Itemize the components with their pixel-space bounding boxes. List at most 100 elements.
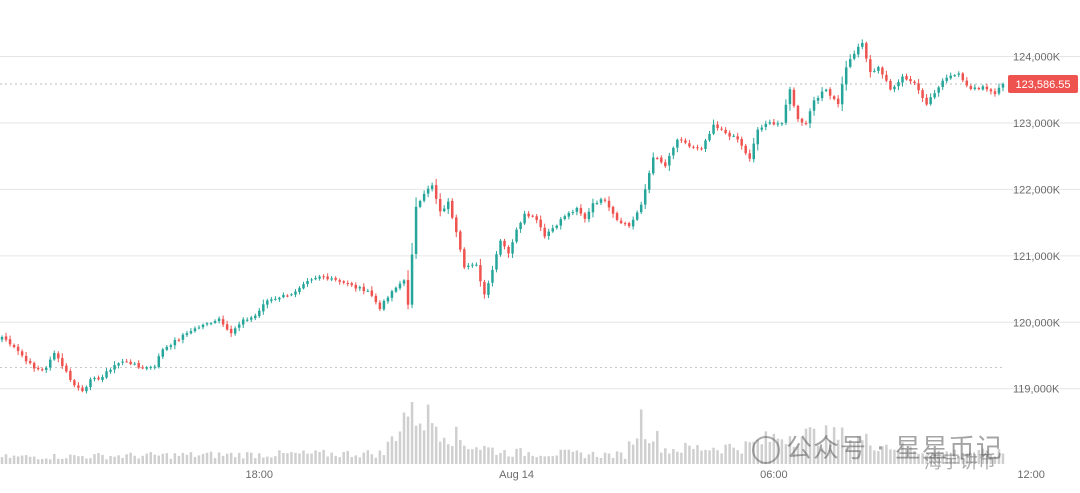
candle-body	[607, 200, 611, 208]
volume-bar	[848, 439, 852, 464]
candle-body	[366, 290, 370, 292]
candle-body	[575, 207, 579, 212]
candle-body	[724, 129, 727, 134]
candle-body	[543, 227, 546, 237]
volume-bar	[937, 450, 940, 464]
candle-body	[865, 43, 868, 59]
volume-bar	[909, 446, 912, 464]
candle-body	[390, 291, 394, 298]
volume-bar	[455, 426, 458, 464]
last-price-tag	[1008, 75, 1078, 94]
volume-bar	[603, 452, 607, 464]
candle-body	[704, 140, 707, 149]
volume-bar	[382, 455, 386, 464]
candle-body	[491, 269, 494, 283]
candle-body	[69, 371, 72, 380]
candle-body	[748, 153, 751, 159]
candle-body	[736, 136, 739, 140]
volume-bar	[543, 456, 546, 464]
volume-bar	[575, 450, 579, 464]
candle-body	[274, 298, 277, 300]
volume-bar	[49, 459, 52, 464]
volume-bar	[475, 447, 478, 464]
candle-body	[12, 344, 16, 348]
volume-bar	[945, 451, 948, 464]
volume-bar	[869, 445, 872, 464]
volume-bar	[161, 453, 165, 464]
volume-bar	[81, 456, 84, 464]
volume-bar	[36, 459, 40, 464]
volume-bar	[125, 454, 128, 464]
candle-body	[101, 376, 104, 381]
candle-body	[587, 211, 591, 220]
volume-bar	[969, 453, 973, 464]
candle-body	[861, 42, 864, 47]
volume-bar	[121, 457, 124, 464]
y-tick-label: 120,000K	[1013, 317, 1061, 329]
candle-body	[109, 369, 112, 372]
volume-bar	[804, 428, 808, 464]
candle-body	[820, 91, 824, 99]
candle-body	[619, 220, 623, 224]
volume-layer	[0, 402, 1005, 464]
candle-body	[989, 89, 993, 92]
candle-layer	[0, 39, 1005, 394]
candle-body	[905, 75, 908, 80]
candle-body	[913, 81, 916, 84]
candle-body	[241, 319, 245, 325]
volume-bar	[245, 452, 249, 464]
volume-bar	[40, 458, 44, 464]
candle-body	[977, 88, 981, 90]
volume-bar	[515, 448, 518, 464]
candle-body	[221, 319, 225, 325]
volume-bar	[430, 423, 434, 464]
candle-body	[250, 317, 253, 320]
candle-body	[953, 75, 956, 77]
volume-bar	[213, 458, 217, 464]
volume-bar	[828, 440, 832, 464]
candle-body	[772, 122, 776, 125]
volume-bar	[595, 456, 599, 464]
candle-body	[816, 97, 820, 101]
candle-body	[374, 295, 378, 303]
volume-bar	[941, 452, 944, 464]
volume-bar	[362, 452, 366, 464]
candle-body	[627, 223, 631, 227]
volume-bar	[563, 449, 567, 464]
candle-body	[973, 87, 977, 89]
volume-bar	[796, 446, 800, 464]
volume-bar	[266, 456, 269, 464]
x-tick-label: 18:00	[246, 469, 274, 481]
volume-bar	[816, 445, 820, 464]
volume-bar	[141, 455, 144, 464]
y-tick-label: 119,000K	[1013, 384, 1060, 396]
candle-body	[812, 100, 816, 111]
candle-body	[507, 247, 510, 254]
candle-body	[511, 242, 514, 254]
candle-body	[286, 295, 289, 297]
candle-body	[756, 129, 760, 145]
volume-bar	[921, 453, 924, 464]
volume-bar	[925, 455, 928, 464]
candle-body	[808, 111, 812, 124]
candle-body	[676, 139, 679, 148]
volume-bar	[853, 442, 856, 464]
candle-body	[418, 200, 422, 207]
volume-bar	[57, 458, 60, 464]
volume-bar	[740, 453, 743, 464]
candle-body	[370, 290, 374, 296]
candle-body	[121, 361, 124, 363]
candle-body	[567, 212, 571, 217]
volume-bar	[330, 452, 333, 464]
volume-bar	[334, 455, 337, 464]
candle-body	[828, 89, 832, 96]
candle-body	[844, 67, 848, 85]
candle-body	[81, 387, 84, 392]
candle-body	[692, 146, 695, 148]
volume-bar	[768, 441, 772, 464]
candle-body	[24, 355, 28, 362]
candle-body	[897, 82, 900, 87]
volume-bar	[736, 450, 739, 464]
candle-body	[290, 294, 293, 296]
candle-body	[266, 300, 269, 305]
